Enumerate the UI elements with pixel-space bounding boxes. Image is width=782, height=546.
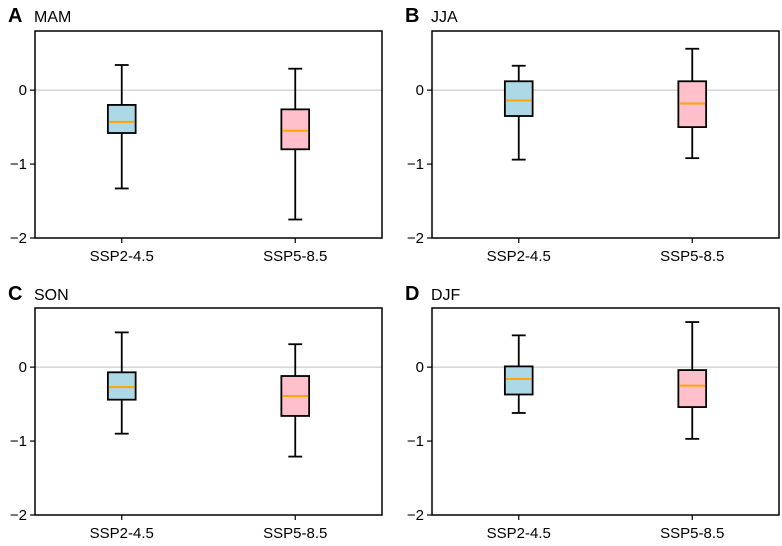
plot-frame: [34, 307, 383, 516]
y-tick-label: −2: [407, 230, 424, 247]
y-tick-label: −1: [10, 433, 27, 450]
panel-d: D DJF 0 −1 −2 SSP2-4.5 SSP5-8.5: [405, 283, 780, 542]
iqr-box: [280, 108, 311, 151]
y-tick-label: 0: [19, 82, 27, 99]
iqr-box: [503, 80, 534, 117]
iqr-box: [677, 369, 708, 408]
plot-frame: [431, 30, 780, 239]
panel-title: MAM: [34, 9, 71, 26]
y-tick-label: −1: [407, 156, 424, 173]
box-ssp2-4-5: [106, 331, 137, 435]
x-category-label: SSP5-8.5: [263, 248, 327, 265]
iqr-box: [503, 365, 534, 396]
plot-frame: [431, 307, 780, 516]
x-category-label: SSP5-8.5: [660, 525, 724, 542]
box-ssp5-8-5: [677, 321, 708, 440]
y-tick-label: −2: [10, 230, 27, 247]
plot-frame: [34, 30, 383, 239]
y-tick-label: −1: [407, 433, 424, 450]
x-category-label: SSP2-4.5: [90, 248, 154, 265]
panel-a: A MAM 0 −1 −2 SSP2-4.5 SSP5-8.5: [8, 5, 383, 265]
panel-title: SON: [34, 287, 69, 304]
panel-b: B JJA 0 −1 −2 SSP2-4.5 SSP5-8.5: [405, 5, 780, 265]
iqr-box: [106, 104, 137, 134]
y-tick-label: −1: [10, 156, 27, 173]
box-ssp2-4-5: [106, 64, 137, 190]
x-category-label: SSP2-4.5: [90, 525, 154, 542]
y-tick-label: −2: [10, 507, 27, 524]
panel-c: C SON 0 −1 −2 SSP2-4.5 SSP5-8.5: [8, 283, 383, 542]
box-ssp5-8-5: [280, 343, 311, 458]
y-tick-label: 0: [19, 359, 27, 376]
panel-title: JJA: [431, 9, 458, 26]
y-tick-label: −2: [407, 507, 424, 524]
y-tick-label: 0: [416, 82, 424, 99]
box-ssp2-4-5: [503, 334, 534, 414]
x-category-label: SSP2-4.5: [487, 525, 551, 542]
panel-letter: D: [405, 283, 419, 305]
panel-letter: A: [8, 5, 22, 27]
x-category-label: SSP2-4.5: [487, 248, 551, 265]
y-tick-label: 0: [416, 359, 424, 376]
box-ssp5-8-5: [677, 47, 708, 160]
iqr-box: [106, 371, 137, 401]
x-category-label: SSP5-8.5: [263, 525, 327, 542]
panel-letter: B: [405, 5, 419, 27]
panel-letter: C: [8, 283, 22, 305]
box-ssp5-8-5: [280, 67, 311, 221]
panel-title: DJF: [431, 287, 461, 304]
box-ssp2-4-5: [503, 64, 534, 161]
x-category-label: SSP5-8.5: [660, 248, 724, 265]
